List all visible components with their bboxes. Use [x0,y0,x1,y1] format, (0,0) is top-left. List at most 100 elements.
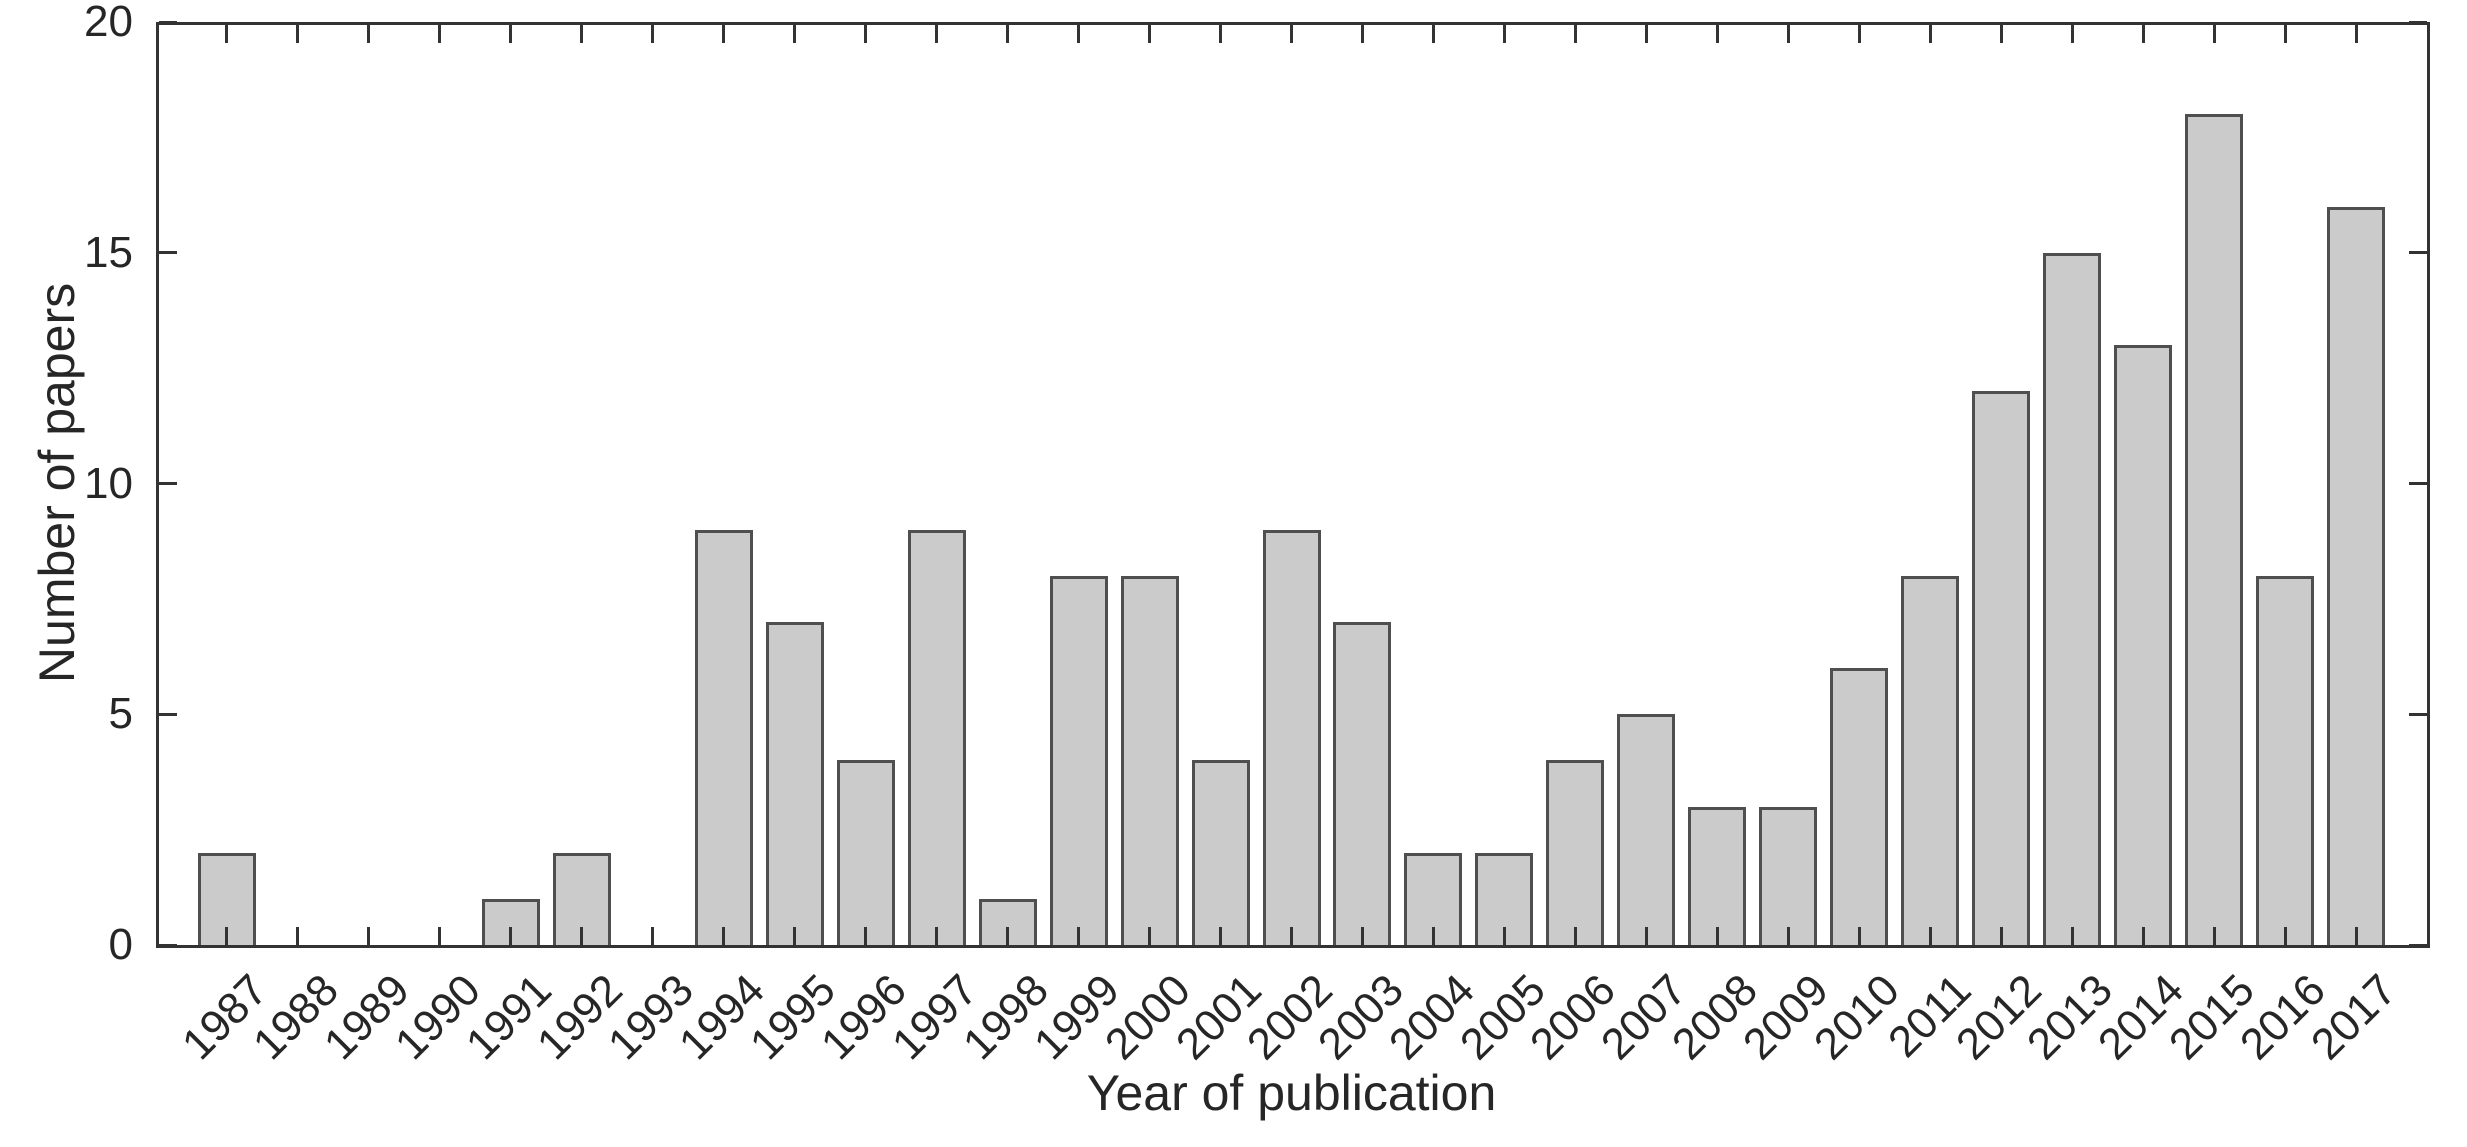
x-tick-top [2283,25,2287,43]
x-tick-top [296,25,300,43]
x-tick-top [438,25,442,43]
x-tick-top [1290,25,1293,43]
x-tick-top [1644,25,1648,43]
x-tick-top [1148,25,1152,43]
x-axis-title: Year of publication [1086,1065,1497,1121]
x-tick-top [2354,25,2358,43]
x-tick-top [935,25,939,43]
x-tick-top [1999,25,2003,43]
x-tick-top [651,25,655,43]
x-tick-bottom [2141,927,2145,945]
x-tick-top [1857,25,1861,43]
x-tick-top [367,25,371,43]
x-tick-top [1502,25,1506,43]
bar-2011 [1901,575,1960,948]
x-tick-top [2212,25,2216,43]
bar-2014 [2114,345,2173,948]
x-tick-bottom [2212,927,2216,945]
bar-2012 [1972,391,2031,948]
y-tick-right [2409,251,2427,255]
x-tick-bottom [1573,927,1577,945]
x-tick-bottom [1006,927,1010,945]
x-tick-bottom [1360,927,1364,945]
x-tick-bottom [1290,927,1293,945]
bar-2017 [2327,206,2386,948]
x-tick-bottom [1999,927,2003,945]
y-tick-left [159,482,177,485]
x-tick-top [580,25,584,43]
y-tick-left [159,20,177,24]
bar-1996 [836,760,895,948]
bar-2010 [1830,668,1889,948]
x-tick-top [1715,25,1719,43]
x-tick-bottom [1148,927,1152,945]
bar-2002 [1262,529,1321,948]
y-tick-label: 5 [108,689,133,739]
x-tick-bottom [296,927,300,945]
x-tick-bottom [864,927,868,945]
x-tick-bottom [1715,927,1719,945]
x-tick-top [1360,25,1364,43]
bar-2003 [1333,621,1392,948]
bar-2009 [1759,806,1818,948]
y-tick-left [159,943,177,947]
y-tick-right [2409,712,2427,716]
bar-1997 [907,529,966,948]
x-tick-bottom [509,927,513,945]
top-spine [156,22,2430,25]
x-tick-bottom [225,927,229,945]
x-tick-top [2141,25,2145,43]
x-tick-top [225,25,229,43]
x-tick-top [793,25,797,43]
bar-2015 [2185,114,2244,948]
x-tick-bottom [1077,927,1081,945]
right-spine [2427,22,2430,948]
x-tick-top [1077,25,1081,43]
x-axis-line [156,945,2430,948]
x-tick-top [1786,25,1790,43]
y-tick-right [2409,20,2427,24]
bar-1994 [694,529,753,948]
y-tick-label: 15 [84,227,133,277]
x-tick-bottom [438,927,442,945]
bar-2013 [2043,252,2102,948]
x-tick-bottom [1928,927,1932,945]
bar-2005 [1475,852,1534,948]
y-tick-label: 10 [84,458,133,508]
bar-2000 [1120,575,1179,948]
bar-2016 [2256,575,2315,948]
x-tick-bottom [1786,927,1790,945]
x-tick-top [2070,25,2074,43]
x-tick-bottom [2070,927,2074,945]
x-tick-top [509,25,513,43]
x-tick-bottom [1644,927,1648,945]
x-tick-bottom [1219,927,1223,945]
y-tick-right [2409,482,2427,485]
x-tick-bottom [1502,927,1506,945]
x-tick-bottom [2354,927,2358,945]
y-tick-label: 0 [108,920,133,969]
x-tick-label: 2017 [2302,965,2406,1070]
x-tick-bottom [1431,927,1435,945]
x-tick-top [864,25,868,43]
bar-1995 [765,621,824,948]
bar-2001 [1191,760,1250,948]
x-tick-bottom [1857,927,1861,945]
y-axis-line [156,22,159,948]
y-tick-label: 20 [84,0,133,46]
x-tick-top [1928,25,1932,43]
x-tick-top [1006,25,1010,43]
x-tick-bottom [722,927,726,945]
x-tick-bottom [793,927,797,945]
bar-2006 [1546,760,1605,948]
x-tick-bottom [935,927,939,945]
y-tick-left [159,712,177,716]
bar-2008 [1688,806,1747,948]
x-tick-top [1431,25,1435,43]
bar-1999 [1049,575,1108,948]
x-tick-bottom [651,927,655,945]
x-tick-top [722,25,726,43]
y-tick-left [159,251,177,255]
y-tick-right [2409,943,2427,947]
